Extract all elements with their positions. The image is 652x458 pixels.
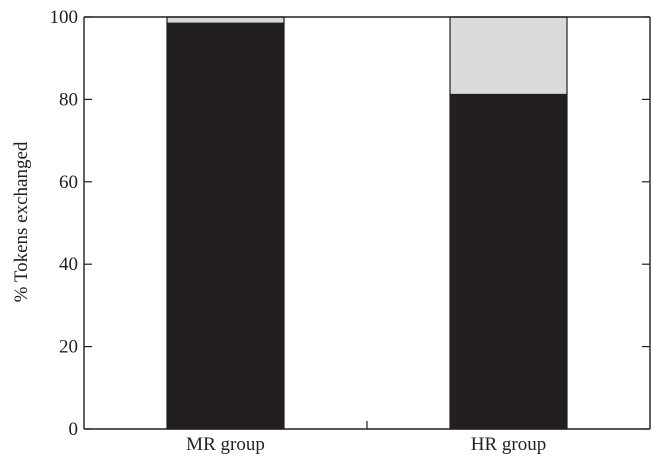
y-tick-label: 20 — [59, 337, 78, 358]
bar-segment — [449, 93, 568, 430]
y-tick-label: 0 — [69, 419, 79, 440]
bar-segment — [166, 22, 285, 430]
plot-area — [83, 16, 651, 430]
y-tick-label: 60 — [59, 172, 78, 193]
y-tick-label: 100 — [50, 7, 79, 28]
y-tick-label: 40 — [59, 254, 78, 275]
x-axis-category-labels: MR group HR group — [186, 434, 546, 455]
y-axis-ticks: 0 20 40 60 80 100 — [50, 7, 650, 440]
y-tick-label: 80 — [59, 89, 78, 110]
x-tick-label: HR group — [471, 434, 546, 455]
bar-segment — [166, 16, 285, 24]
bar-segment — [449, 16, 568, 96]
x-tick-label: MR group — [186, 434, 265, 455]
y-axis-label: % Tokens exchanged — [11, 141, 32, 302]
